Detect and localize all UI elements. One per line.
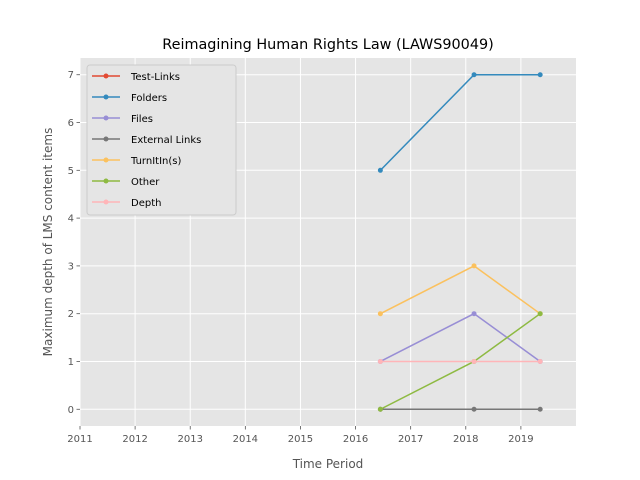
legend-label: Folders [131,93,167,104]
legend-label: TurnItIn(s) [130,156,181,167]
chart-title: Reimagining Human Rights Law (LAWS90049) [162,37,494,53]
legend-swatch-marker [103,157,109,163]
y-tick-label: 5 [68,166,74,177]
legend-label: External Links [131,135,201,146]
x-tick-label: 2012 [122,434,147,445]
data-point [471,406,477,412]
x-tick-label: 2013 [177,434,202,445]
y-tick-label: 1 [68,357,74,368]
data-point [537,406,543,412]
y-axis-label: Maximum depth of LMS content items [41,128,55,357]
data-point [377,311,383,317]
legend-box [86,64,237,216]
x-tick-label: 2014 [233,434,258,445]
legend-item: External Links [92,135,201,146]
legend-item: Other [92,177,160,188]
data-point [537,358,543,364]
data-point [377,406,383,412]
y-tick-label: 2 [68,309,74,320]
legend-label: Files [131,114,153,125]
legend-item: Files [92,114,153,125]
x-axis-label: Time Period [292,457,364,471]
data-point [377,167,383,173]
data-point [377,358,383,364]
data-point [471,358,477,364]
y-tick-label: 4 [68,214,74,225]
x-tick-label: 2016 [343,434,368,445]
legend-swatch-marker [103,94,109,100]
legend-swatch-marker [103,136,109,142]
legend-swatch-marker [103,178,109,184]
series-lines [377,72,543,412]
data-point [471,311,477,317]
legend-label: Depth [131,198,161,209]
legend-swatch-marker [103,73,109,79]
legend-item: Test-Links [92,72,180,83]
legend-swatch-marker [103,199,109,205]
x-tick-label: 2017 [398,434,423,445]
series-depth [377,358,543,364]
legend-label: Other [131,177,160,188]
y-tick-label: 6 [68,118,74,129]
series-folders [377,72,543,173]
legend-label: Test-Links [130,72,180,83]
data-point [537,311,543,317]
y-tick-label: 0 [68,405,74,416]
data-point [471,263,477,269]
legend-item: TurnItIn(s) [92,156,181,167]
legend-swatch-marker [103,115,109,121]
x-tick-label: 2015 [288,434,313,445]
x-tick-label: 2011 [67,434,92,445]
legend-item: Folders [92,93,167,104]
legend-item: Depth [92,198,161,209]
data-point [471,72,477,78]
x-tick-label: 2018 [453,434,478,445]
axis-ticks: 2011 2012 2013 2014 2015 2016 2017 2018 2019 0 1 2 3… [67,70,533,445]
data-point [537,72,543,78]
y-tick-label: 3 [68,261,74,272]
x-tick-label: 2019 [508,434,533,445]
y-tick-label: 7 [68,70,74,81]
legend: Test-Links Folders Files External Links Turn… [86,64,237,216]
